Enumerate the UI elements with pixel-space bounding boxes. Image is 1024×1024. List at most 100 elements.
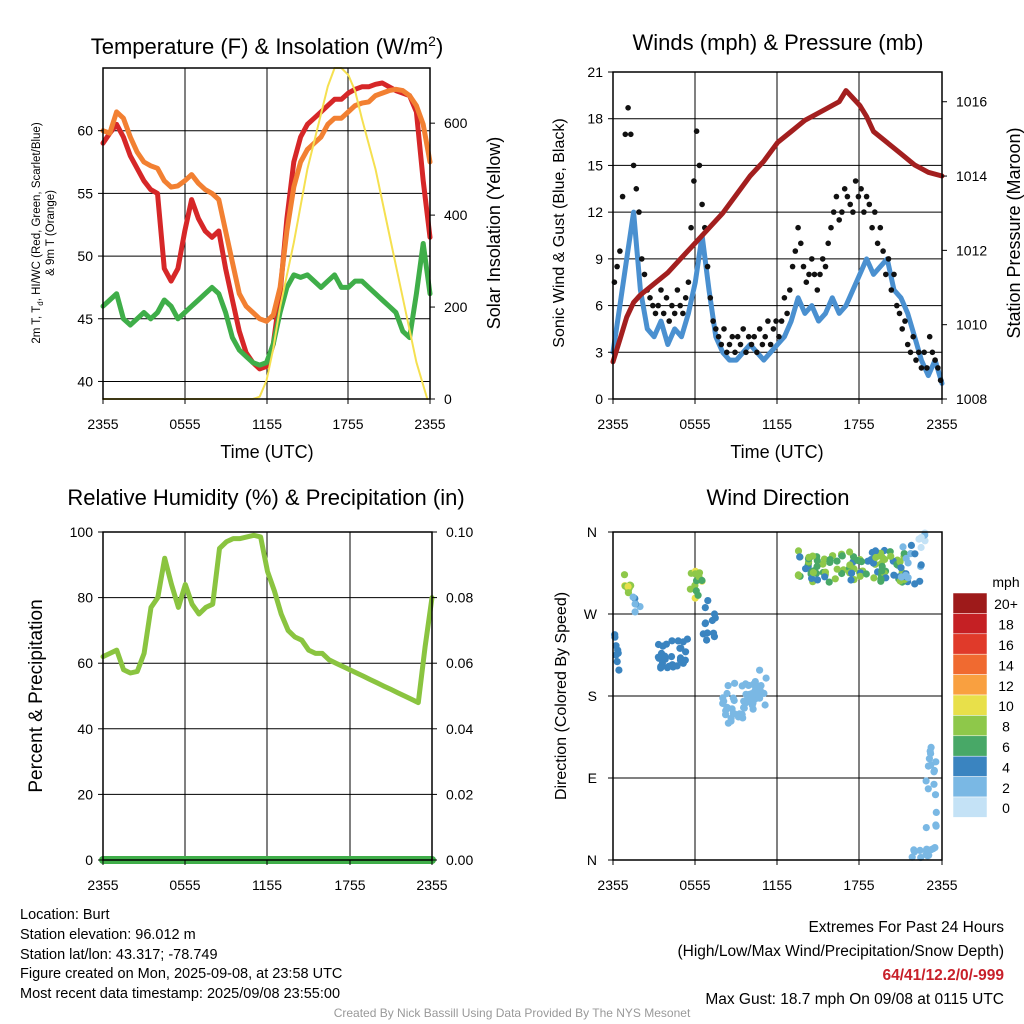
gust-point [803,279,810,286]
gust-point [825,240,831,247]
gust-point [710,318,716,324]
gust-point [666,318,672,324]
direction-point [738,682,746,690]
series-line [610,88,945,365]
series-line [100,80,433,372]
winds-left-axis-label: Sonic Wind & Gust (Blue, Black) [551,118,568,347]
wind-direction-left-axis-label: Direction (Colored By Speed) [553,592,570,800]
direction-point [613,658,621,666]
gust-point [671,310,678,317]
direction-point [916,846,924,855]
direction-point [904,574,912,582]
y-tick-label: 45 [77,311,93,327]
direction-point [748,691,757,699]
direction-point [691,570,699,578]
gust-point [688,224,694,231]
station-latlon: Station lat/lon: 43.317; -78.749 [20,946,218,963]
gust-point [743,349,749,356]
right-y-tick-label: 0.00 [446,852,473,868]
direction-point [813,576,822,584]
direction-point [838,569,846,578]
direction-point [703,636,711,644]
direction-point [756,666,764,674]
direction-point [833,557,841,565]
gust-point [935,365,941,371]
gust-point [877,224,884,231]
colorbar-label: 16 [998,637,1014,653]
direction-point [756,687,764,695]
x-tick-label: 2355 [416,877,447,893]
direction-point [673,662,681,670]
wind-direction-grid [613,532,942,860]
gust-point [894,302,900,309]
direction-point [796,553,804,561]
gust-point [630,162,637,169]
extremes-box: Extremes For Past 24 Hours (High/Low/Max… [678,916,1005,1012]
extremes-heading: Extremes For Past 24 Hours [808,919,1004,936]
direction-point [751,678,759,686]
colorbar-label: 0 [1002,800,1010,816]
direction-point [710,633,719,641]
gust-point [729,333,736,340]
direction-point [846,548,854,556]
temperature-right-axis-label: Solar Insolation (Yellow) [484,137,504,329]
direction-point [899,543,907,551]
gust-point [614,263,620,270]
y-tick-label: 60 [77,655,93,671]
x-tick-label: 1755 [843,877,874,893]
colorbar-label: 10 [998,698,1014,714]
colorbar-swatch [952,715,988,737]
gust-point [734,333,741,340]
colorbar-label: 6 [1002,739,1010,755]
direction-point [887,552,895,560]
direction-point [719,699,727,708]
gust-point [696,162,703,169]
gust-point [918,365,925,371]
gust-point [811,271,818,278]
gust-point [699,201,705,208]
wind-direction-chart-title: Wind Direction [706,485,849,510]
direction-point [907,541,916,550]
gust-point [704,263,711,270]
gust-point [748,341,755,348]
gust-point [628,131,634,138]
gust-point [778,318,785,324]
x-tick-label: 0555 [169,416,200,432]
direction-point [910,848,919,856]
y-tick-label: 40 [77,721,93,737]
gust-point [836,217,842,223]
winds-right-axis-label: Station Pressure (Maroon) [1004,127,1024,338]
gust-point [904,341,911,348]
y-tick-label: 0 [595,391,603,407]
x-tick-label: 2355 [597,416,628,432]
direction-point [854,556,862,565]
right-y-tick-label: 0.08 [446,590,473,606]
right-y-tick-label: 200 [444,299,468,315]
gust-point [724,349,730,356]
direction-point [624,589,633,597]
gust-point [841,186,848,192]
gust-point [680,310,686,317]
y-tick-label: 15 [587,157,603,173]
gust-point [617,248,623,254]
direction-point [869,559,878,567]
gust-point [891,271,897,278]
gust-point [926,333,933,340]
humidity-left-axis-label: Percent & Precipitation [26,599,47,792]
gust-point [872,209,878,215]
temperature-left-axis-label-line2: & 9m T (Orange) [45,190,57,276]
x-tick-label: 1755 [334,877,365,893]
colorbar-swatch [952,653,988,675]
direction-point [701,604,709,612]
gust-point [639,256,645,262]
x-tick-label: 1155 [762,416,792,432]
gust-point [819,256,826,262]
y-tick-label: 100 [70,524,94,540]
winds-grid [613,72,942,399]
gust-point [822,263,829,270]
gust-point [767,341,774,348]
x-tick-label: 2355 [597,877,628,893]
direction-point [917,561,925,569]
direction-point [930,780,938,788]
